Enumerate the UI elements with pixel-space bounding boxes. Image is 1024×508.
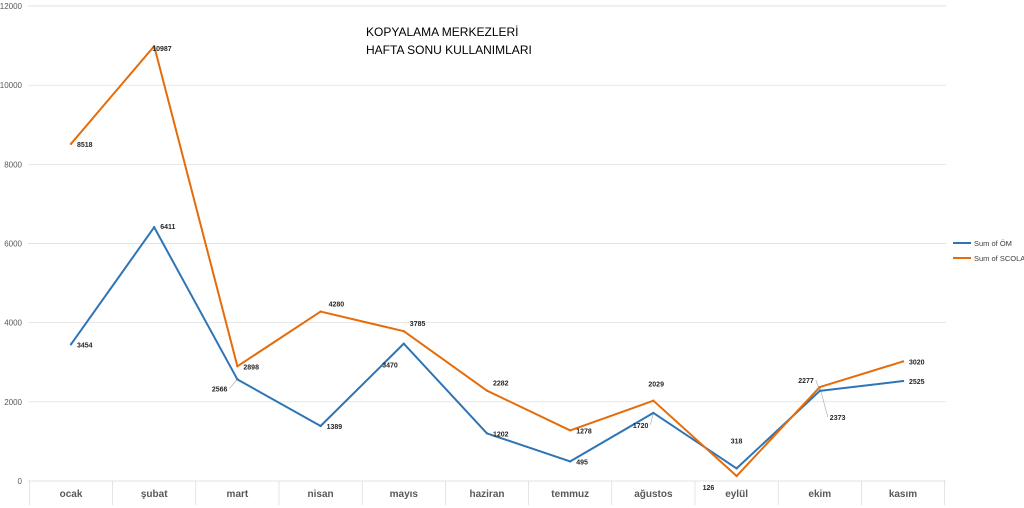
y-tick-label: 12000 bbox=[0, 2, 23, 11]
data-point bbox=[69, 343, 73, 346]
x-tick-label-8: eylül bbox=[725, 489, 748, 500]
y-tick-label: 4000 bbox=[4, 319, 22, 328]
data-point bbox=[153, 226, 156, 229]
data-point bbox=[485, 432, 489, 435]
data-point bbox=[236, 365, 239, 368]
x-tick-label-5: haziran bbox=[469, 489, 504, 500]
data-point bbox=[569, 429, 572, 432]
data-label: 2277 bbox=[798, 378, 814, 385]
data-point bbox=[485, 389, 489, 392]
legend-label-scola: Sum of SCOLA bbox=[974, 254, 1024, 263]
data-label: 495 bbox=[576, 459, 588, 466]
chart-title: KOPYALAMA MERKEZLERİ HAFTA SONU KULLANIM… bbox=[366, 25, 532, 57]
data-label: 3470 bbox=[382, 363, 398, 370]
data-point bbox=[901, 379, 905, 383]
data-label: 2282 bbox=[493, 381, 509, 388]
data-point bbox=[652, 399, 655, 402]
data-point bbox=[818, 389, 821, 393]
y-tick-label: 10000 bbox=[0, 81, 23, 90]
data-label: 6411 bbox=[160, 224, 175, 231]
data-label: 3454 bbox=[77, 342, 93, 349]
data-label: 2029 bbox=[648, 382, 664, 389]
legend-label-om: Sum of ÖM bbox=[974, 239, 1012, 248]
data-point bbox=[236, 378, 239, 381]
x-tick-label-10: kasım bbox=[889, 489, 917, 500]
x-tick-label-7: ağustos bbox=[634, 489, 673, 500]
data-label: 1278 bbox=[576, 428, 592, 435]
data-label: 3020 bbox=[909, 359, 925, 366]
data-label: 8518 bbox=[77, 142, 93, 149]
data-label: 126 bbox=[703, 485, 715, 492]
x-axis: ocak şubat mart nisan mayıs haziran temmuz ağus… bbox=[29, 481, 945, 505]
data-label: 1720 bbox=[633, 423, 649, 430]
data-label: 3785 bbox=[410, 321, 426, 328]
label-leader-line bbox=[229, 379, 238, 389]
data-labels: 3454 6411 2566 1389 3470 1202 495 1720 318 2277 25… bbox=[77, 46, 925, 492]
data-point bbox=[69, 142, 73, 146]
data-label: 2373 bbox=[830, 415, 846, 422]
data-label: 2566 bbox=[212, 386, 228, 393]
x-tick-label-1: şubat bbox=[141, 489, 168, 500]
data-point bbox=[319, 310, 322, 313]
data-point bbox=[735, 474, 738, 478]
data-label: 318 bbox=[731, 438, 743, 445]
chart-title-line-1: KOPYALAMA MERKEZLERİ bbox=[366, 25, 519, 39]
data-point bbox=[652, 411, 655, 415]
x-tick-label-9: ekim bbox=[808, 489, 831, 500]
y-tick-label: 8000 bbox=[4, 160, 22, 169]
y-tick-label: 0 bbox=[18, 477, 23, 486]
series-line-scola bbox=[70, 45, 904, 478]
legend[interactable]: Sum of ÖM Sum of SCOLA bbox=[953, 239, 1024, 263]
data-point bbox=[153, 44, 156, 48]
x-tick-label-6: temmuz bbox=[551, 489, 589, 500]
x-tick-label-2: mart bbox=[227, 489, 249, 500]
data-point bbox=[818, 385, 821, 389]
data-point bbox=[569, 460, 572, 463]
x-tick-label-0: ocak bbox=[60, 489, 83, 500]
label-leader-line bbox=[650, 412, 654, 425]
x-tick-label-4: mayıs bbox=[390, 489, 419, 500]
y-axis: 0 2000 4000 6000 8000 10000 12000 bbox=[0, 2, 23, 486]
x-tick-label-3: nisan bbox=[308, 489, 334, 500]
label-leader-line bbox=[819, 386, 829, 418]
data-label: 2525 bbox=[909, 379, 925, 386]
chart-title-line-2: HAFTA SONU KULLANIMLARI bbox=[366, 43, 532, 57]
data-label: 1202 bbox=[493, 431, 509, 438]
data-point bbox=[402, 329, 405, 333]
series-lines bbox=[69, 44, 905, 478]
y-tick-label: 6000 bbox=[4, 240, 22, 249]
data-point bbox=[319, 424, 322, 428]
data-label: 2898 bbox=[243, 364, 259, 371]
data-label: 1389 bbox=[327, 424, 343, 431]
y-tick-label: 2000 bbox=[4, 398, 22, 407]
data-point bbox=[735, 467, 738, 470]
data-label: 4280 bbox=[329, 302, 345, 309]
gridlines bbox=[28, 5, 946, 482]
data-label: 10987 bbox=[152, 46, 172, 53]
data-point bbox=[901, 360, 905, 363]
data-point bbox=[402, 342, 405, 345]
